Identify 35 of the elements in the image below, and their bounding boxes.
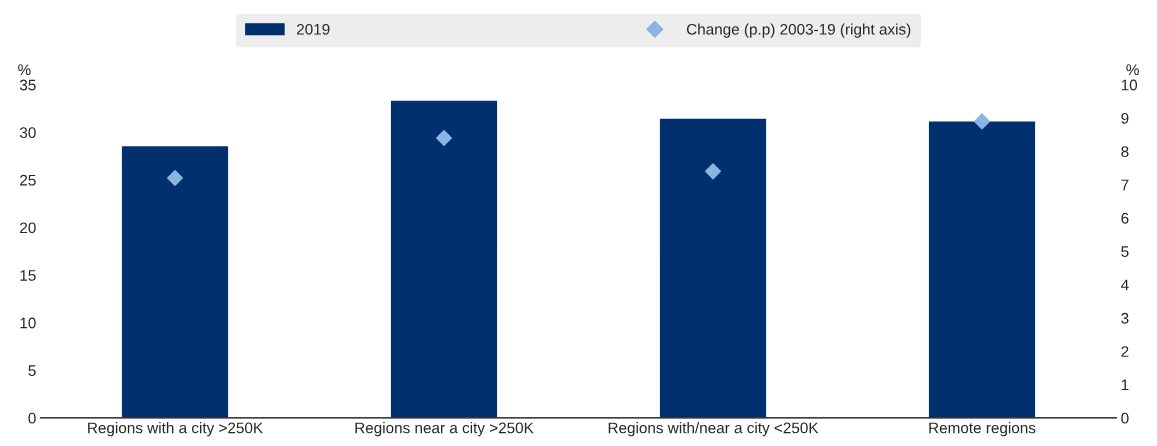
point xyxy=(974,113,990,130)
y2-tick-label: 5 xyxy=(1121,246,1129,258)
x-tick-label: Regions with a city >250K xyxy=(88,422,263,437)
y2-axis-title: % xyxy=(1126,64,1139,75)
y2-tick-label: 7 xyxy=(1121,179,1129,191)
x-tick-label: Regions with/near a city <250K xyxy=(608,422,819,437)
y2-tick-label: 1 xyxy=(1121,379,1129,391)
x-tick-label: Remote regions xyxy=(929,422,1036,437)
y-axis-title: % xyxy=(18,64,31,75)
bar xyxy=(120,144,230,418)
y-tick-label: 30 xyxy=(19,127,36,139)
y-tick-label: 15 xyxy=(20,270,36,281)
x-tick-label: Regions near a city >250K xyxy=(355,422,534,437)
y-tick-label: 10 xyxy=(20,317,36,329)
y-tick-label: 5 xyxy=(28,365,36,376)
y2-tick-label: 2 xyxy=(1121,346,1129,357)
y2-tick-label: 8 xyxy=(1121,146,1129,158)
y2-tick-label: 6 xyxy=(1121,212,1129,224)
legend-label: 2019 xyxy=(296,23,330,35)
bar xyxy=(658,117,768,418)
y-tick-label: 25 xyxy=(20,174,36,186)
y2-tick-label: 9 xyxy=(1121,112,1129,124)
point xyxy=(705,163,721,180)
point xyxy=(167,170,183,187)
y-tick-label: 0 xyxy=(28,412,36,424)
y-tick-label: 20 xyxy=(20,222,36,234)
bar xyxy=(389,99,499,418)
y2-tick-label: 3 xyxy=(1121,312,1129,324)
y-tick-label: 35 xyxy=(19,79,36,91)
y2-tick-label: 4 xyxy=(1121,279,1129,291)
legend-label: Change (p.p) 2003-19 (right axis) xyxy=(686,23,911,38)
point xyxy=(436,130,452,147)
bar xyxy=(927,120,1037,418)
y2-tick-label: 0 xyxy=(1121,412,1129,424)
y2-tick-label: 10 xyxy=(1121,79,1138,91)
